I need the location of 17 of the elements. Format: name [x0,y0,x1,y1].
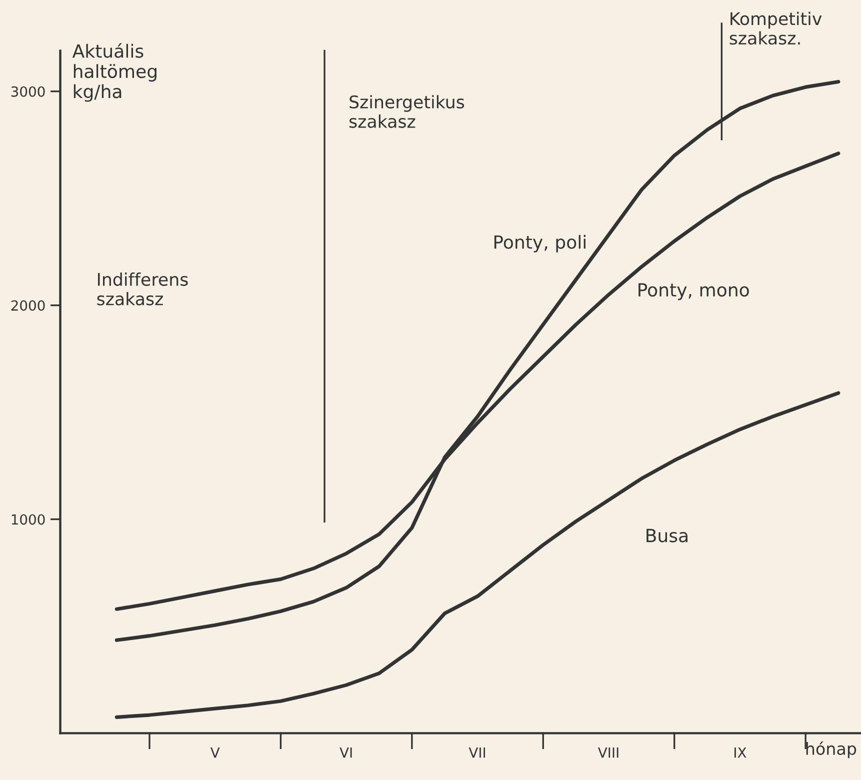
text: Busa [646,528,688,542]
annotation: Indifferens szakasz [97,272,188,306]
y-tick-label: 2000 [11,300,45,311]
y-tick-label: 3000 [11,86,45,97]
x-tick-label: VIII [598,748,618,758]
x-tick-label: IX [734,748,746,758]
y-tick-label: 1000 [12,514,45,525]
x-tick-label: VII [468,748,486,758]
y-axis-title: Aktuális haltömeg kg/ha [72,43,156,102]
line-series [114,391,840,719]
text: Kompetitiv szakasz. [730,12,822,45]
x-axis-title: hónap [806,741,856,758]
x-tick-label: V [210,748,220,758]
series-label: Ponty, poli [494,234,586,252]
series-label: Ponty, mono [638,283,749,300]
annotation: Szinergetikus szakasz [349,95,464,128]
x-tick-label: VI [340,748,352,758]
